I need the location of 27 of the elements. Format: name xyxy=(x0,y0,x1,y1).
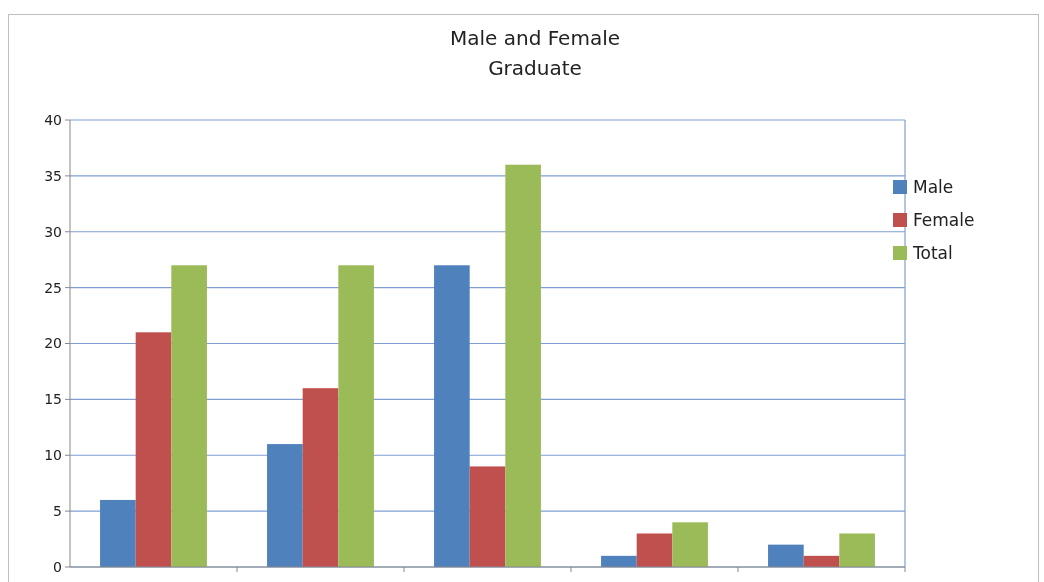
legend-label: Total xyxy=(912,242,953,263)
bar xyxy=(338,265,374,567)
legend-label: Female xyxy=(913,209,975,230)
bar xyxy=(601,555,637,567)
bar xyxy=(434,265,470,567)
legend-label: Male xyxy=(913,176,954,197)
bar xyxy=(672,522,708,567)
bar xyxy=(839,533,875,567)
y-tick-label: 0 xyxy=(53,558,62,575)
bar xyxy=(469,466,506,567)
y-tick-label: 5 xyxy=(53,503,62,520)
bar xyxy=(171,265,207,567)
bar xyxy=(302,388,339,567)
bar xyxy=(636,533,673,567)
y-tick-label: 20 xyxy=(44,335,62,352)
y-tick-label: 40 xyxy=(44,111,62,128)
y-tick-label: 25 xyxy=(44,279,62,296)
bar xyxy=(768,544,804,567)
bar xyxy=(100,499,136,567)
y-tick-label: 10 xyxy=(44,447,62,464)
y-tick-label: 15 xyxy=(44,391,62,408)
y-tick-label: 35 xyxy=(44,167,62,184)
chart-title: Male and Female Graduate xyxy=(449,26,621,80)
y-tick-label: 30 xyxy=(44,223,62,240)
bar xyxy=(505,164,541,567)
bar xyxy=(135,332,172,567)
bar xyxy=(267,444,303,567)
